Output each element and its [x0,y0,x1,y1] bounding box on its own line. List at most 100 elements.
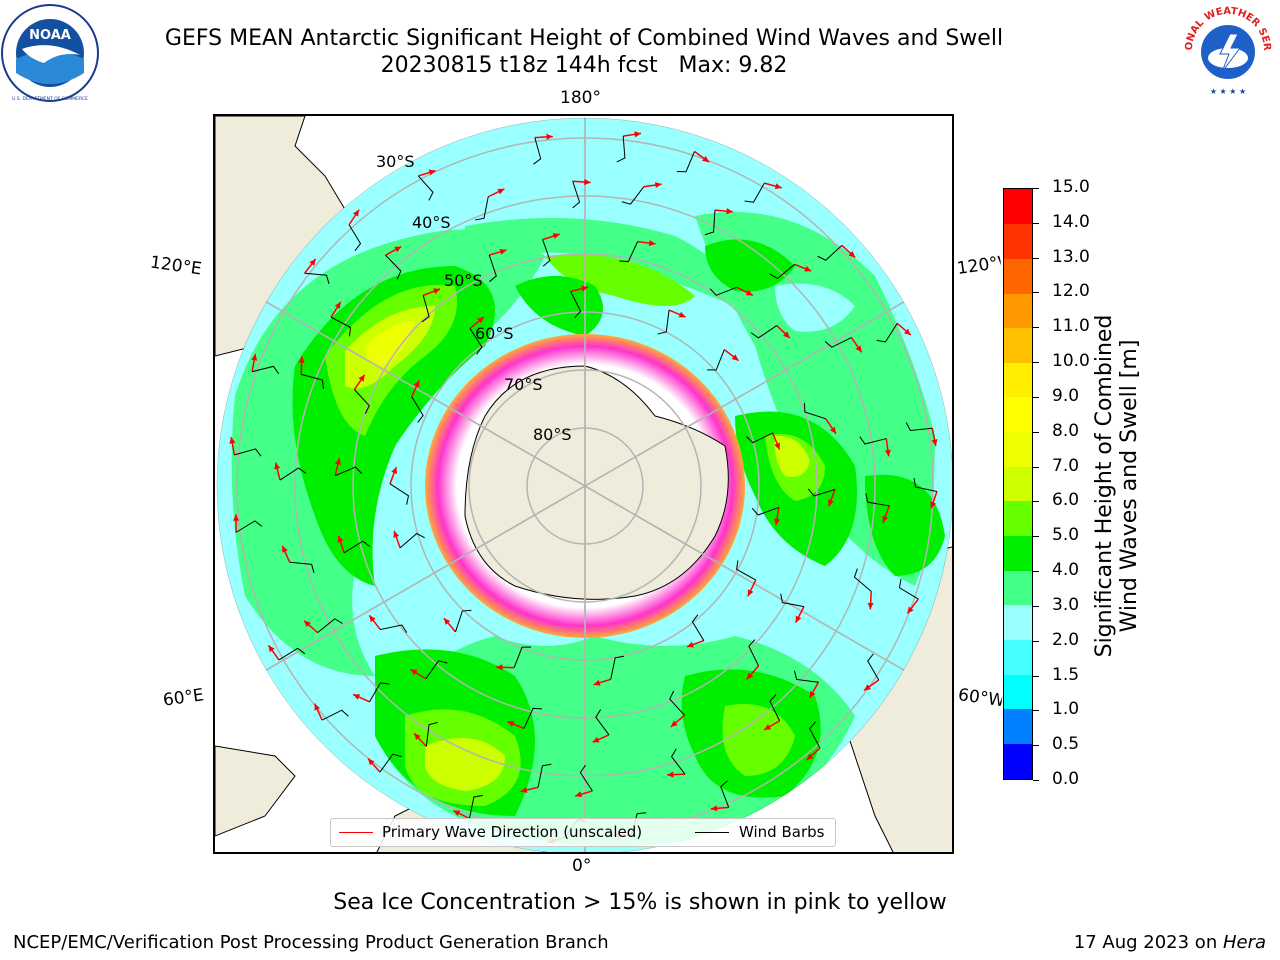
wind-barb [859,436,887,445]
wind-barb [475,196,489,221]
wave-direction-arrow [267,644,280,661]
colorbar-tick-label: 10.0 [1052,351,1090,372]
colorbar-segment [1004,396,1032,433]
wave-direction-arrow [884,438,891,457]
wave-direction-arrow [637,240,656,247]
wave-direction-arrow [496,664,515,671]
colorbar-segment [1004,292,1032,329]
wind-barb [513,646,532,668]
wave-direction-arrow [410,379,420,397]
wave-direction-arrow [643,182,662,189]
wind-barb [876,323,898,343]
colorbar [1003,188,1033,780]
wave-direction-arrow [574,790,593,798]
colorbar-label-line2: Wind Waves and Swell [m] [1117,339,1142,633]
wave-direction-arrow [592,734,610,743]
footer-date-text: 17 Aug 2023 on [1073,932,1223,953]
wave-direction-arrow [896,322,912,336]
colorbar-tick-label: 12.0 [1052,281,1090,302]
wave-direction-arrow [393,530,401,549]
colorbar-tick-mark [1033,745,1039,747]
wave-direction-arrow [352,693,370,703]
wind-barb [691,614,705,641]
wave-direction-arrow [542,233,560,241]
wind-barb [278,647,306,661]
wind-barb [704,210,716,236]
colorbar-tick-label: 11.0 [1052,316,1090,337]
map-legend: Primary Wave Direction (unscaled) Wind B… [330,818,836,847]
wave-direction-arrow [251,353,258,372]
wind-barb [748,639,760,667]
wind-barb [669,690,685,716]
colorbar-segment [1004,639,1032,675]
wind-barb [619,241,639,263]
colorbar-tick-label: 15.0 [1052,177,1090,197]
wave-direction-arrow [570,285,589,293]
wind-barb [595,709,610,736]
wave-direction-arrow [694,150,710,163]
colorbar-tick-label: 3.0 [1052,594,1080,615]
lon-label-120w: 120°W [955,253,1003,279]
wave-direction-arrow [452,809,470,820]
wind-barb [251,365,280,374]
colorbar-tick-mark [1033,571,1039,573]
wave-direction-arrow [229,436,236,455]
wind-barb [523,707,543,729]
colorbar-segment [1004,431,1032,467]
legend-label-wind-barbs: Wind Barbs [739,823,825,841]
colorbar-tick-label: 5.0 [1052,525,1080,546]
wind-barb [417,175,434,201]
wind-barb [542,239,551,267]
wave-direction-arrow [281,545,291,563]
wave-direction-arrow [422,288,441,297]
wave-direction-arrow [469,316,485,330]
wave-direction-arrow [593,678,611,686]
wave-direction-arrow [686,639,705,648]
colorbar-segment [1004,258,1032,294]
colorbar-label: Significant Height of Combined Wind Wave… [1092,315,1142,658]
wave-direction-arrow [794,263,812,272]
wind-barb [807,488,836,497]
wave-direction-arrow [334,457,341,476]
lon-label-120e: 120°E [148,252,203,280]
colorbar-segment [1004,743,1032,779]
wind-barb [867,653,880,681]
wind-barb [421,295,430,323]
wave-direction-arrow [520,786,539,793]
wind-barb [379,753,402,773]
wind-barb [793,670,819,683]
wave-direction-arrow [298,356,305,375]
wind-barb [709,286,737,296]
colorbar-label-line1: Significant Height of Combined [1092,314,1117,658]
colorbar-tick-mark [1033,362,1039,364]
wind-barb [279,467,307,481]
wave-direction-arrow [723,348,740,362]
lat-label-80s: 80°S [533,425,572,444]
wave-direction-arrow [795,606,805,623]
wind-barb [354,389,370,414]
wind-barb [348,224,362,252]
wind-barb [321,709,349,721]
wind-barb [751,506,779,516]
wind-barb [780,593,805,608]
wave-direction-arrow [763,720,780,731]
wave-direction-arrow [304,258,317,274]
colorbar-tick-label: 1.5 [1052,664,1080,685]
wave-direction-arrow [274,462,281,481]
wave-direction-arrow [670,714,686,728]
svg-text:NOAA: NOAA [29,28,71,43]
colorbar-segment [1004,189,1032,225]
wind-barb [905,422,933,432]
colorbar-segment [1004,708,1032,744]
lat-label-40s: 40°S [412,213,451,232]
wind-barb [670,748,686,775]
wave-direction-arrow [507,720,525,730]
wave-direction-arrow [808,681,820,699]
wave-direction-arrow [572,179,591,186]
chart-title: GEFS MEAN Antarctic Significant Height o… [164,26,1004,51]
wind-barb [468,794,483,819]
wave-direction-arrow [746,665,760,680]
footer-credit: NCEP/EMC/Verification Post Processing Pr… [13,932,609,953]
wind-barb [335,466,363,477]
legend-swatch-wind-barbs [695,832,729,833]
